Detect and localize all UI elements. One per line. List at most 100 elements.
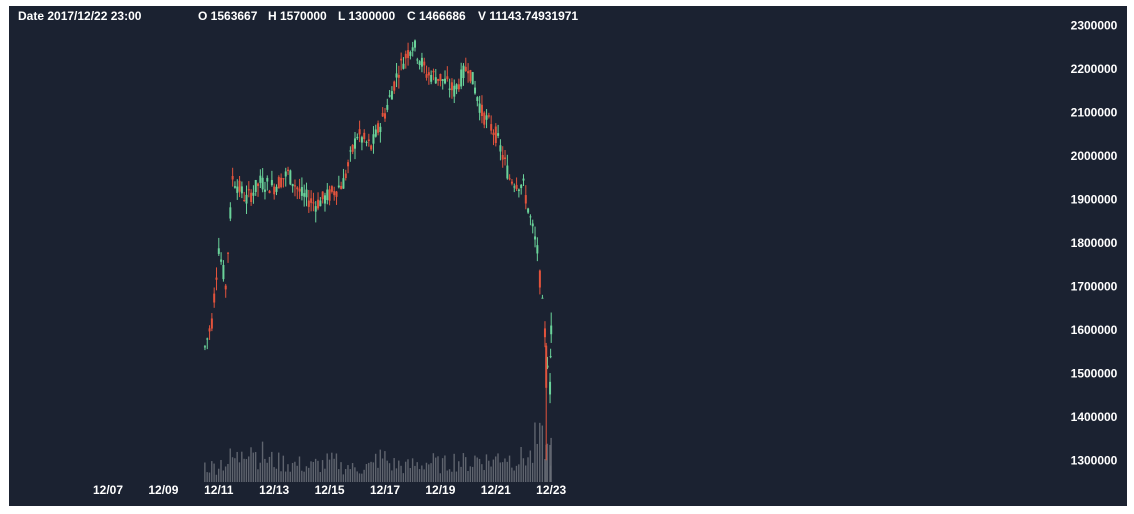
candle-body (517, 189, 520, 192)
candle-body (247, 189, 250, 191)
volume-bar (437, 456, 439, 482)
candle-body (411, 47, 414, 51)
candle-body (307, 200, 310, 207)
candle-body (351, 145, 354, 152)
volume-bar (273, 467, 275, 482)
candle-body (363, 132, 366, 139)
volume-bar (409, 468, 411, 482)
candle-body (270, 180, 273, 186)
candle-body (407, 50, 410, 58)
candle-body (534, 236, 537, 240)
candle-body (245, 194, 248, 204)
volume-bar (527, 457, 529, 482)
volume-bar (224, 466, 227, 482)
candle-body (467, 71, 470, 74)
volume-bar (485, 454, 488, 482)
candle-body (400, 58, 403, 61)
candle-body (250, 192, 253, 203)
volume-bar (374, 453, 377, 482)
candle-body (483, 112, 486, 125)
candle-body (404, 53, 407, 59)
candle-body (287, 169, 290, 172)
volume-bar (446, 470, 448, 482)
volume-bar (444, 455, 446, 482)
volume-bar (264, 458, 266, 482)
volume-bar (370, 461, 372, 482)
candle-body (494, 126, 497, 143)
candle-body (317, 199, 320, 209)
candle-body (464, 66, 467, 71)
chart-panel[interactable]: Date 2017/12/22 23:00 O 1563667 H 157000… (9, 6, 1127, 506)
volume-bar (549, 444, 551, 482)
candle-body (425, 74, 428, 78)
volume-bar (455, 471, 458, 482)
open-readout: O 1563667 (198, 9, 258, 23)
volume-bar (331, 452, 333, 482)
candle-body (510, 181, 513, 184)
candle-body (480, 104, 483, 117)
x-tick-label: 12/11 (204, 483, 234, 497)
candle-body (409, 51, 412, 56)
candle-body (273, 186, 276, 195)
candle-body (416, 59, 419, 61)
volume-bar (213, 463, 215, 482)
volume-bar (469, 466, 472, 482)
volume-bar (513, 470, 515, 482)
volume-bar (425, 462, 428, 482)
candle-body (217, 248, 220, 254)
volume-bar (515, 465, 518, 482)
candle-body (490, 124, 493, 131)
candle-body (367, 139, 370, 141)
candle-body (333, 191, 336, 196)
volume-bar (206, 472, 208, 482)
x-tick-label: 12/17 (370, 483, 400, 497)
volume-bar (222, 470, 225, 482)
volume-bar (391, 470, 393, 482)
candle-body (233, 186, 236, 188)
volume-bar (395, 468, 398, 482)
candle-body (529, 216, 532, 218)
volume-bar (243, 458, 245, 482)
volume-bar (342, 474, 345, 482)
candlestick-chart[interactable]: 2300000 2200000 2100000 2000000 1900000 18000… (9, 6, 1127, 506)
volume-bar (351, 463, 354, 482)
volume-bar (236, 451, 238, 482)
candle-body (330, 186, 333, 192)
volume-bar (344, 469, 347, 482)
volume-bar (271, 451, 273, 482)
volume-bar (407, 459, 409, 482)
candle-body (414, 40, 417, 48)
candle-body (520, 184, 523, 189)
candle-body (284, 171, 287, 177)
volume-bar (384, 451, 386, 482)
volume-bar (423, 469, 425, 482)
y-tick-label: 1900000 (1071, 193, 1118, 207)
volume-bar (340, 462, 342, 482)
candle-body (397, 74, 400, 78)
candle-body (243, 200, 246, 202)
volume-bar (520, 446, 522, 482)
y-tick-label: 1700000 (1071, 279, 1118, 293)
volume-bar (531, 462, 534, 482)
volume-bar (356, 471, 358, 482)
candle-body (541, 297, 544, 299)
volume-bar (308, 467, 310, 482)
volume-bar (227, 463, 229, 482)
volume-bar (388, 463, 391, 482)
volume-bar (539, 422, 541, 482)
candle-body (550, 325, 553, 335)
volume-bar (298, 456, 301, 482)
candle-body (222, 264, 225, 280)
candle-body (282, 178, 285, 180)
candle-body (395, 73, 398, 78)
volume-bar (248, 456, 250, 482)
low-readout: L 1300000 (338, 9, 396, 23)
candle-body (455, 84, 458, 90)
candle-body (259, 175, 262, 183)
volume-bar (275, 468, 278, 482)
candle-body (261, 177, 264, 190)
volume-bar (211, 461, 213, 482)
volume-bar (238, 462, 241, 482)
candle-body (370, 145, 373, 150)
volume-bar (481, 464, 483, 482)
